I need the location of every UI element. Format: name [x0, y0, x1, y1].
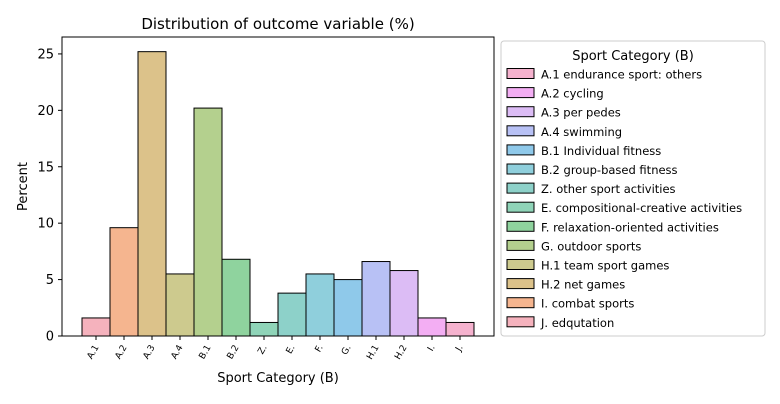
legend-swatch [506, 259, 535, 270]
legend-entry-label: A.3 per pedes [541, 106, 621, 120]
x-tick-label: I. [426, 344, 437, 354]
bar-H.1 [361, 261, 391, 337]
bars-group [81, 51, 475, 337]
y-tick-label: 10 [37, 217, 54, 232]
legend-entry-label: E. compositional-creative activities [541, 201, 742, 215]
x-tick-label: B.1 [198, 344, 214, 362]
bar-I. [417, 317, 447, 337]
bar-Z. [249, 321, 279, 337]
x-tick-label: B.2 [226, 344, 242, 362]
y-tick-label: 0 [46, 330, 54, 345]
x-tick-label: Z. [256, 344, 269, 357]
x-tick-label: A.4 [170, 343, 186, 361]
legend-entry-label: H.1 team sport games [541, 259, 669, 273]
bar-A.4 [165, 273, 195, 337]
x-axis: A.1 A.2 A.3 A.4 B.1 B.2 Z. E. F. G. H.1 H.2 I. J. [86, 336, 466, 362]
legend-frame [500, 40, 766, 337]
legend-swatch [506, 220, 535, 232]
legend-swatch [506, 297, 535, 309]
legend-entry-label: I. combat sports [541, 297, 634, 311]
legend-swatch [506, 87, 535, 99]
x-tick-label: A.1 [86, 344, 102, 362]
x-tick-label: F. [314, 344, 326, 355]
legend-entry-label: G. outdoor sports [541, 239, 641, 253]
legend-swatch [506, 144, 535, 156]
y-tick-label: 25 [37, 47, 54, 62]
legend: Sport Category (B) A.1 endurance sport: … [500, 40, 766, 337]
bar-E. [277, 292, 307, 337]
bar-H.2 [389, 270, 419, 337]
legend-entry-label: J. edqutation [540, 316, 614, 330]
x-tick-label: J. [454, 344, 466, 355]
legend-entry-label: A.2 cycling [541, 87, 604, 101]
legend-entry-label: F. relaxation-oriented activities [541, 220, 719, 234]
bar-B.2 [221, 258, 251, 337]
x-tick-label: H.1 [365, 344, 381, 362]
x-axis-label: Sport Category (B) [217, 371, 339, 386]
legend-entry-label: A.1 endurance sport: others [541, 68, 702, 82]
legend-entry-label: B.1 Individual fitness [541, 144, 661, 158]
y-axis-label: Percent [16, 162, 31, 211]
x-tick-label: H.2 [393, 344, 409, 362]
y-axis: 0 5 10 15 20 25 [37, 47, 62, 345]
x-tick-label: A.3 [142, 344, 158, 362]
legend-swatch [506, 163, 535, 175]
legend-swatch [506, 125, 535, 137]
legend-swatch [506, 201, 535, 213]
legend-swatch [506, 182, 535, 194]
x-tick-label: A.2 [114, 344, 130, 362]
chart-title: Distribution of outcome variable (%) [141, 15, 414, 33]
bar-F. [305, 273, 335, 337]
legend-swatch [506, 316, 535, 328]
x-tick-label: G. [340, 344, 354, 358]
legend-entry-label: H.2 net games [541, 278, 625, 292]
x-tick-label: E. [285, 344, 298, 356]
legend-entries: A.1 endurance sport: others A.2 cycling A.… [506, 68, 742, 330]
legend-swatch [506, 278, 535, 290]
bar-A.1 [81, 317, 111, 337]
y-tick-label: 5 [46, 273, 54, 288]
bar-B.1 [193, 107, 223, 337]
y-tick-label: 20 [37, 104, 54, 119]
legend-entry-label: Z. other sport activities [541, 182, 676, 196]
bar-G. [333, 279, 363, 337]
bar-A.2 [109, 227, 139, 337]
plot-frame [61, 36, 495, 337]
y-tick-label: 15 [37, 160, 54, 175]
legend-entry-label: B.2 group-based fitness [541, 163, 678, 177]
legend-entry-label: A.4 swimming [541, 125, 622, 139]
legend-swatch [506, 68, 535, 79]
bar-A.3 [137, 51, 167, 337]
bar-J. [445, 321, 475, 337]
legend-title: Sport Category (B) [572, 49, 694, 64]
legend-swatch [506, 239, 535, 251]
legend-swatch [506, 106, 535, 118]
